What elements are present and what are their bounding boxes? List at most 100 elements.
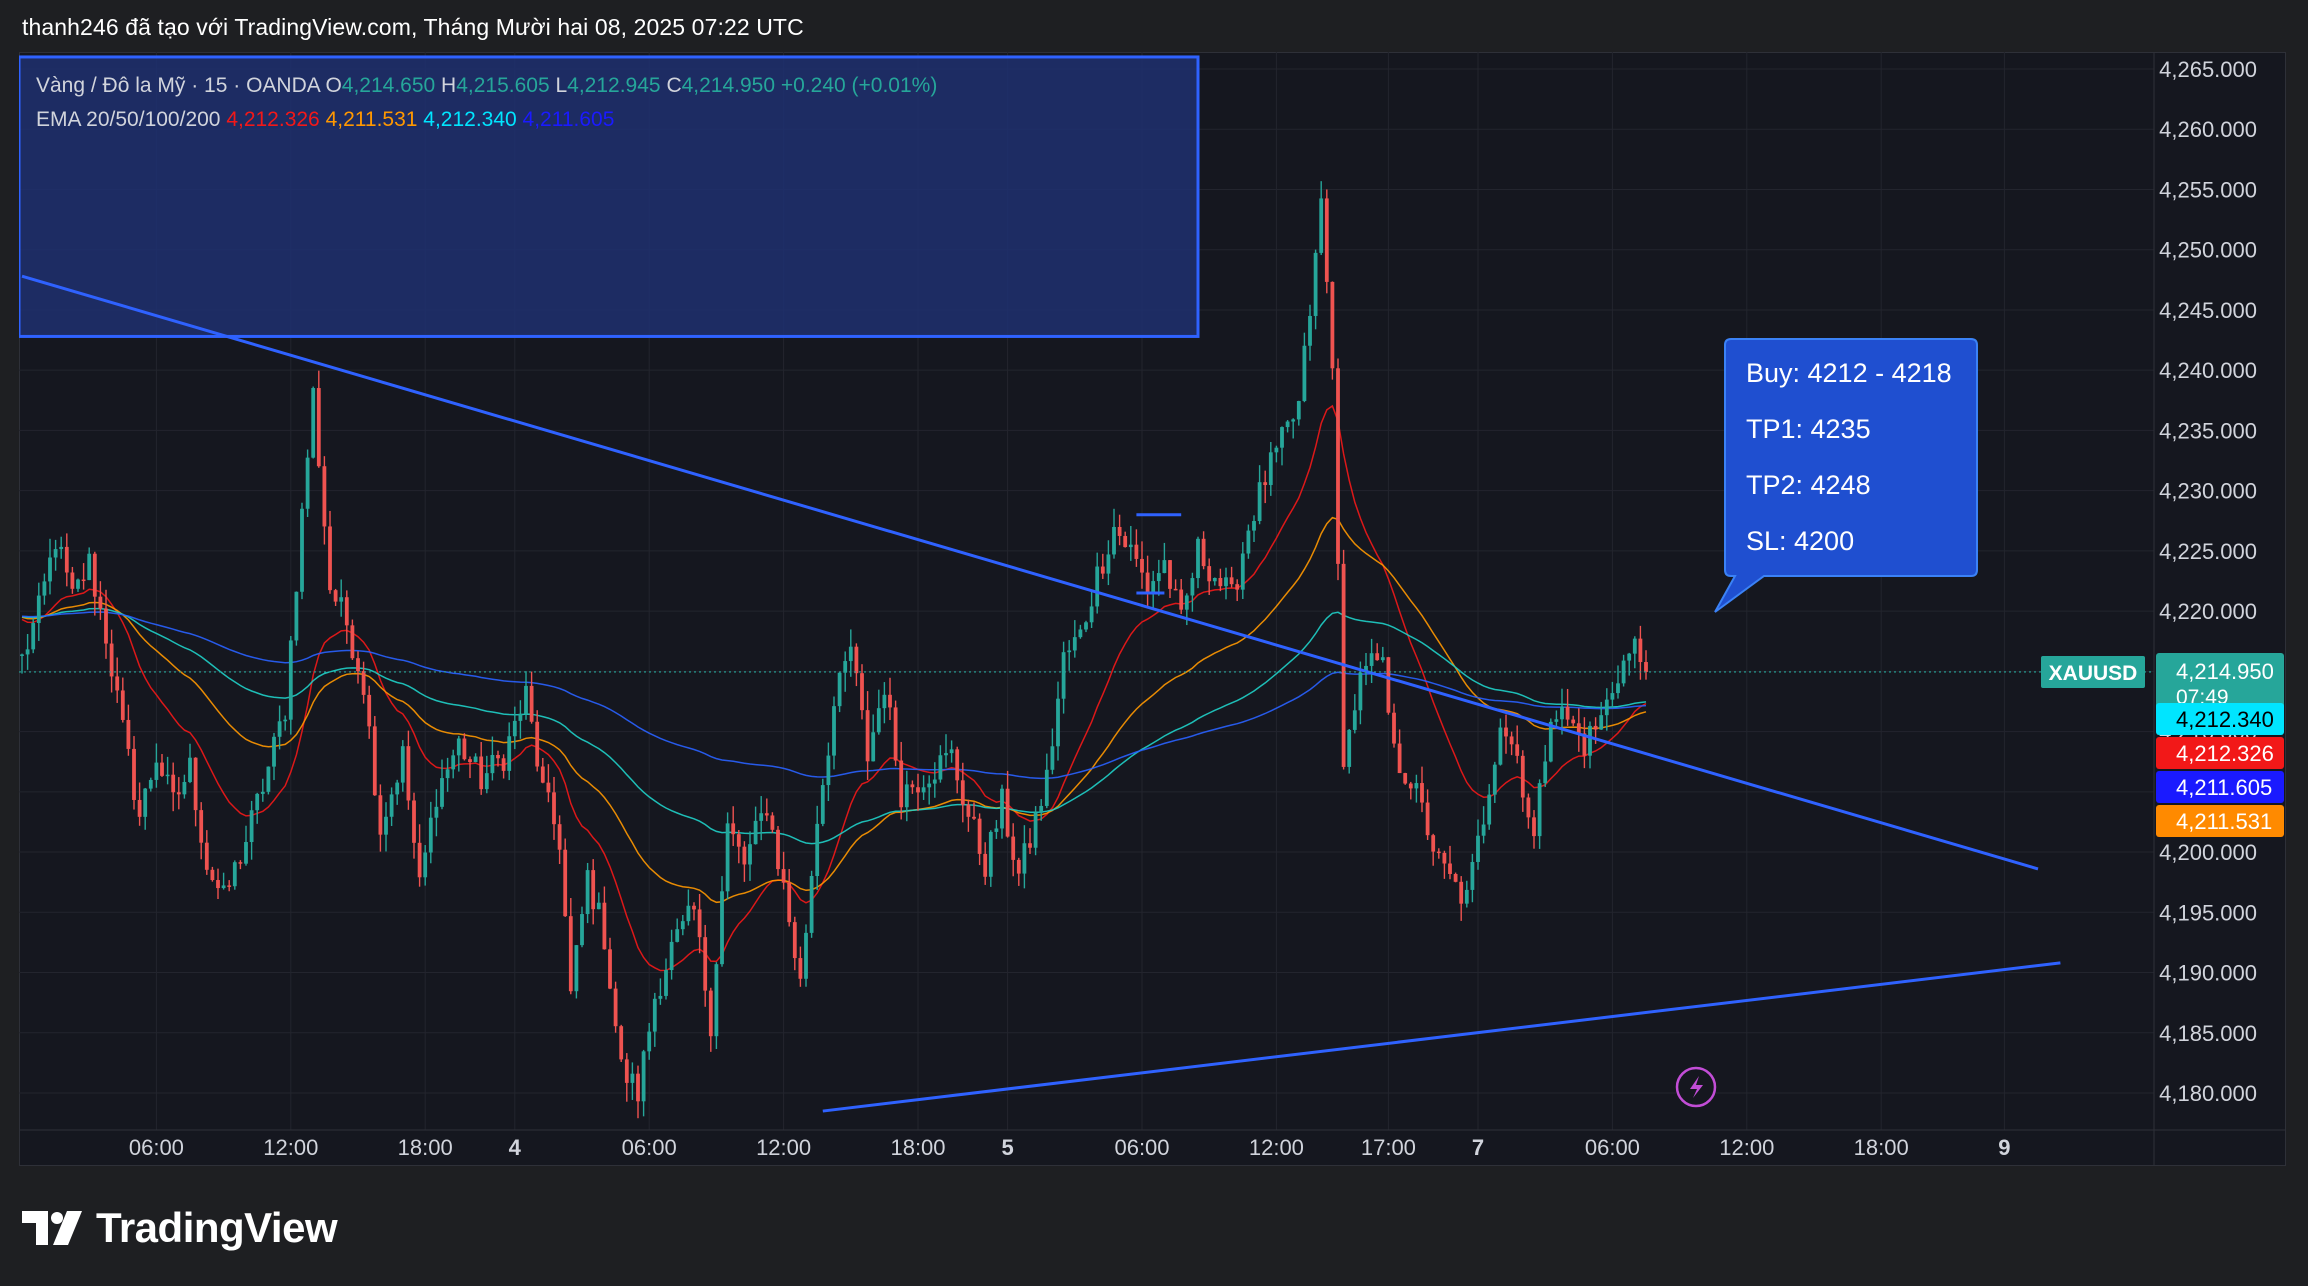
candle-body [20, 654, 24, 656]
candle-body [714, 964, 719, 1037]
candle-body [1537, 783, 1542, 837]
candle-body [1252, 521, 1256, 531]
candle-body [608, 949, 612, 989]
candle-body [708, 990, 713, 1037]
candle-body [854, 646, 859, 674]
candle-body [400, 746, 405, 783]
candle-body [1515, 744, 1520, 756]
candle-body [658, 995, 663, 999]
candle-body [630, 1073, 635, 1083]
symbol-tag: XAUUSD [2049, 662, 2138, 685]
candle-body [1476, 835, 1480, 863]
candle-body [1296, 401, 1301, 420]
candle-body [1420, 783, 1424, 803]
candle-body [1056, 698, 1060, 747]
candle-body [1117, 526, 1122, 536]
candle-body [518, 713, 523, 721]
candle-body [619, 1026, 624, 1060]
y-tick-label: 4,230.000 [2159, 479, 2257, 504]
candle-body [484, 773, 489, 790]
y-tick-label: 4,220.000 [2159, 599, 2257, 624]
x-tick-label: 18:00 [398, 1135, 453, 1160]
candle-body [260, 791, 265, 794]
candle-body [1520, 755, 1525, 798]
chart-legend: Vàng / Đô la Mỹ · 15 · OANDA O4,214.650 … [36, 74, 937, 131]
candle-body [434, 806, 439, 818]
candle-body [76, 579, 80, 589]
x-tick-label: 06:00 [129, 1135, 184, 1160]
x-tick-label: 12:00 [1719, 1135, 1774, 1160]
candle-body [882, 694, 887, 709]
candle-body [1162, 560, 1167, 574]
candle-body [1280, 427, 1284, 448]
candle-body [389, 794, 394, 817]
candle-body [512, 720, 517, 737]
candle-body [748, 844, 752, 865]
candle-body [501, 758, 506, 771]
candle-body [1240, 553, 1245, 590]
candle-body [344, 597, 349, 626]
candle-body [664, 970, 668, 996]
legend-symbol: Vàng / Đô la Mỹ · 15 · OANDA O4,214.650 … [36, 74, 937, 97]
candle-body [1257, 482, 1262, 522]
candle-body [1610, 693, 1615, 700]
candle-body [1632, 638, 1637, 654]
candle-body [736, 834, 741, 847]
candle-body [1084, 622, 1088, 630]
candle-body [1548, 721, 1553, 762]
y-tick-label: 4,200.000 [2159, 840, 2257, 865]
x-tick-label: 12:00 [756, 1135, 811, 1160]
candle-body [1442, 852, 1447, 864]
candle-body [1028, 843, 1032, 848]
candle-body [255, 793, 260, 811]
candle-body [798, 958, 803, 979]
candle-body [1386, 657, 1391, 713]
chart-credit: thanh246 đã tạo với TradingView.com, Thá… [22, 14, 804, 40]
candle-body [770, 815, 775, 830]
candle-body [731, 823, 736, 835]
candle-body [540, 766, 545, 783]
candle-body [1201, 538, 1206, 567]
ema-price-tag: 4,211.605 [2176, 775, 2272, 800]
candle-body [994, 828, 999, 832]
candle-body [1212, 578, 1217, 582]
candle-body [356, 658, 360, 672]
x-tick-label: 12:00 [263, 1135, 318, 1160]
candle-body [1000, 788, 1004, 829]
candle-body [1324, 198, 1329, 282]
y-tick-label: 4,195.000 [2159, 900, 2257, 925]
candle-body [692, 905, 696, 910]
candle-body [367, 694, 372, 727]
candle-body [977, 818, 982, 854]
candle-body [445, 769, 450, 779]
x-tick-label: 9 [1998, 1135, 2010, 1160]
candle-body [1190, 578, 1195, 596]
candle-body [1414, 783, 1419, 789]
candle-body [652, 998, 657, 1032]
candle-body [1106, 554, 1111, 574]
candle-body [1095, 566, 1100, 607]
candle-body [888, 694, 892, 708]
candle-body [860, 673, 864, 711]
y-tick-label: 4,240.000 [2159, 358, 2257, 383]
candle-body [283, 719, 288, 722]
candle-body [53, 549, 58, 558]
candle-body [781, 869, 786, 883]
candle-body [1576, 723, 1581, 734]
candle-body [277, 721, 282, 737]
candle-body [972, 816, 976, 819]
candle-body [669, 941, 674, 971]
candle-body [1543, 761, 1548, 784]
candle-body [1050, 746, 1055, 770]
tradingview-logo[interactable]: TradingView [22, 1204, 338, 1252]
candle-body [199, 810, 204, 843]
candle-body [1033, 812, 1038, 848]
chart-misc [1675, 1066, 1717, 1108]
candle-body [1380, 657, 1385, 661]
candle-body [1582, 733, 1587, 756]
candle-body [1224, 577, 1228, 587]
price-chart[interactable]: 06:00 12:00 18:00 4 06:00 12:00 18:00 5 06:00 12:… [19, 52, 2286, 1166]
candle-body [104, 608, 108, 644]
y-axis: 4,265.000 4,260.000 4,255.000 4,250.000 4,24… [2153, 52, 2257, 1166]
y-tick-label: 4,235.000 [2159, 418, 2257, 443]
